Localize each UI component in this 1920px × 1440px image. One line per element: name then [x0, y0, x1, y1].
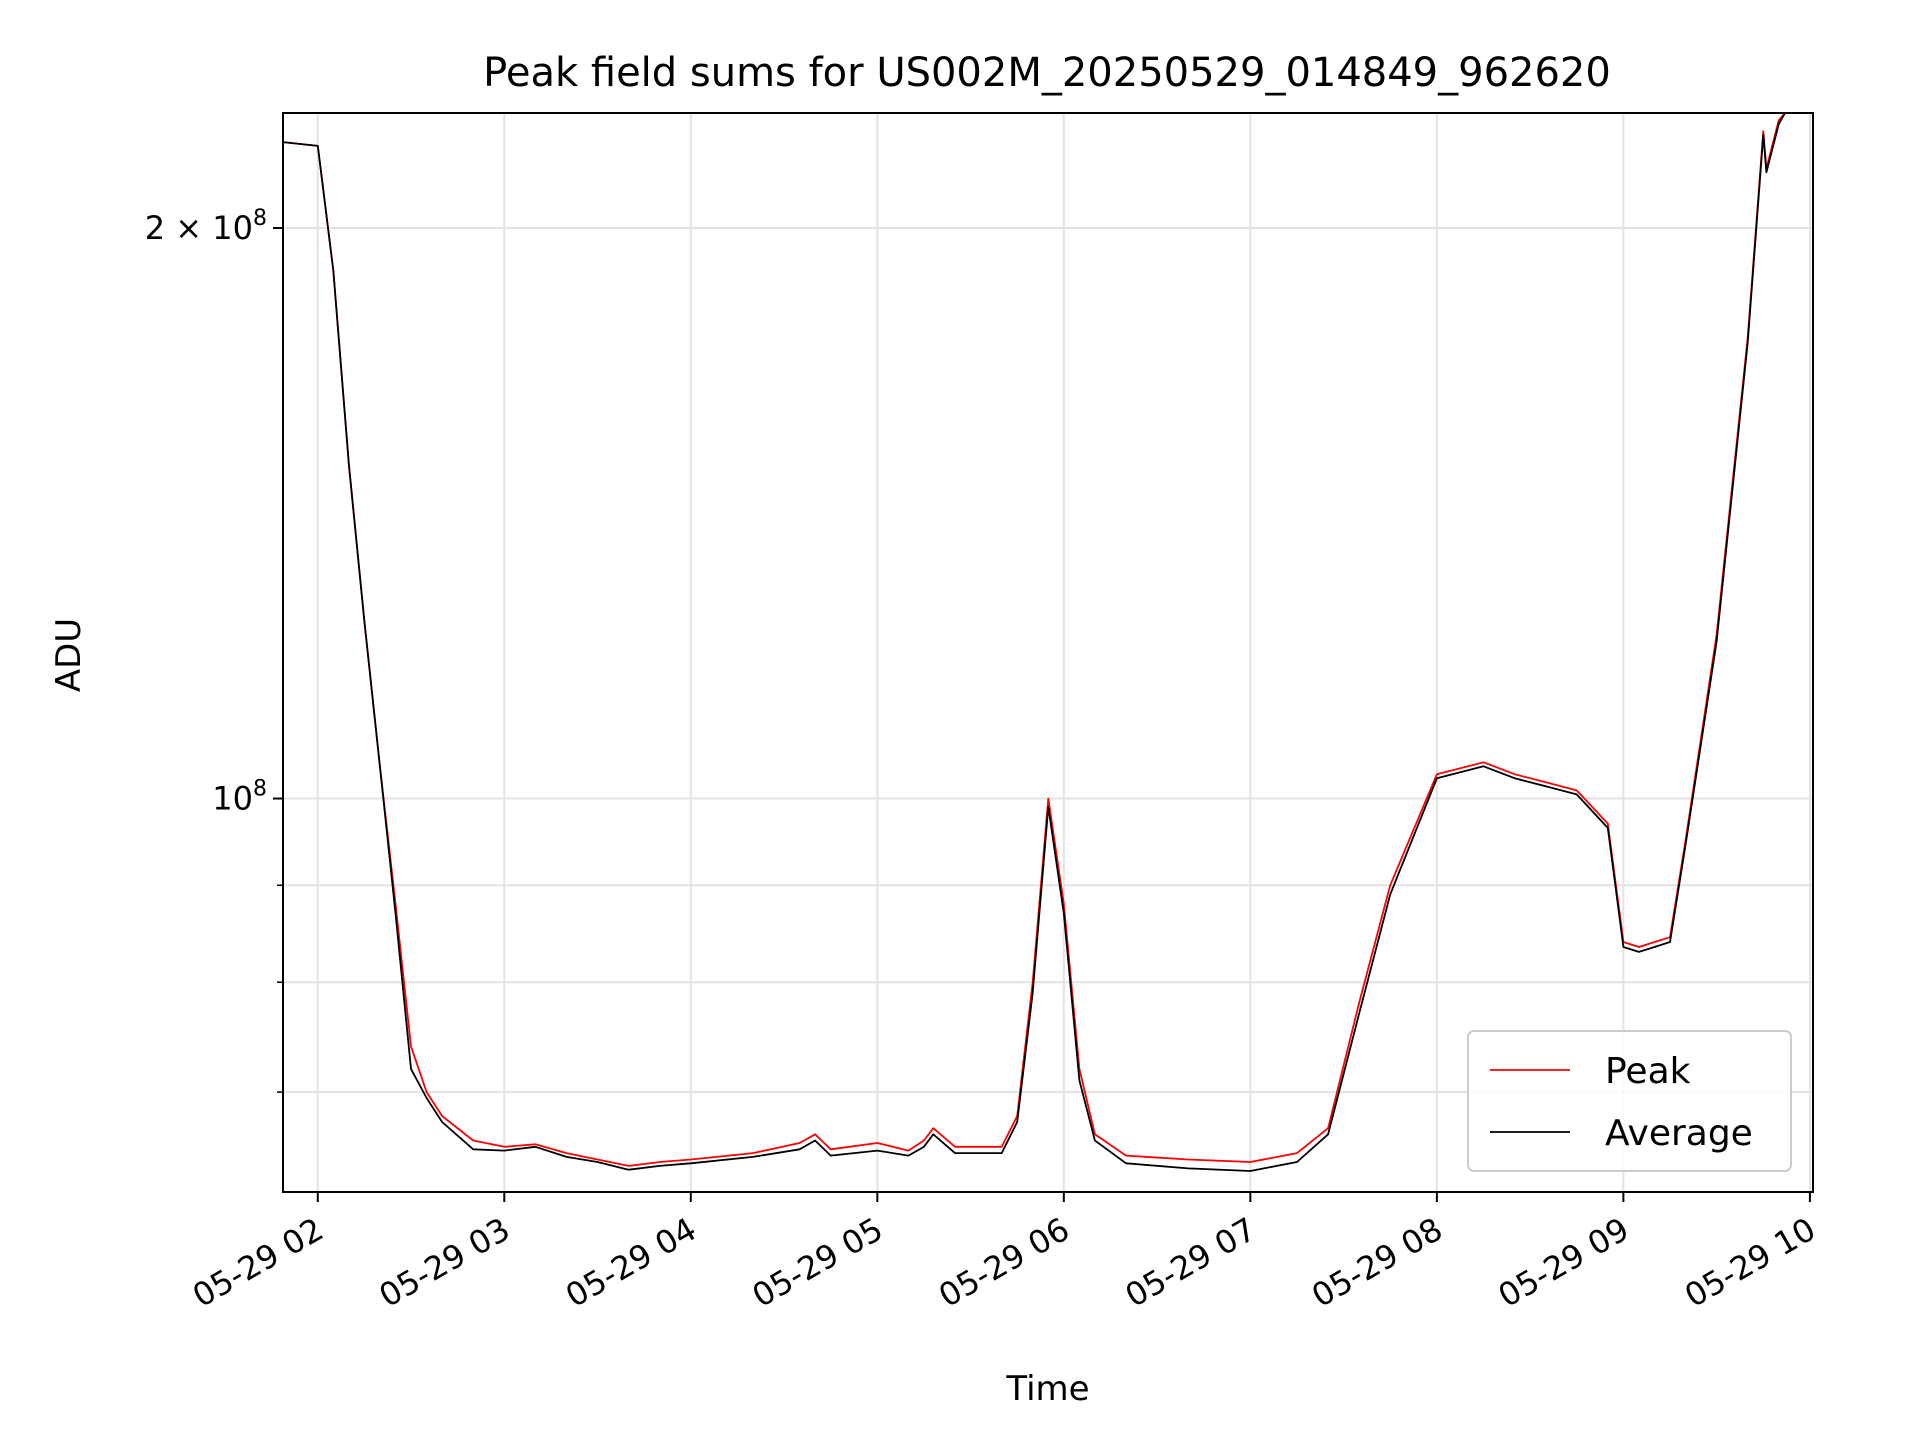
legend: Peak Average [1467, 1030, 1792, 1172]
legend-label: Peak [1605, 1051, 1691, 1092]
chart-title: Peak field sums for US002M_20250529_0148… [483, 50, 1611, 96]
series-line-average [282, 112, 1786, 1172]
series-line-peak [282, 112, 1786, 1167]
legend-label: Average [1605, 1113, 1753, 1154]
x-axis-label: Time [1005, 1369, 1089, 1409]
y-axis: 2 × 108 108 [145, 206, 283, 1093]
y-tick-label: 108 [212, 777, 267, 818]
legend-box [1467, 1030, 1792, 1172]
y-axis-label: ADU [49, 618, 89, 692]
plot-frame [282, 112, 1814, 1193]
y-tick-label: 2 × 108 [145, 206, 267, 247]
series-lines [282, 112, 1786, 1172]
